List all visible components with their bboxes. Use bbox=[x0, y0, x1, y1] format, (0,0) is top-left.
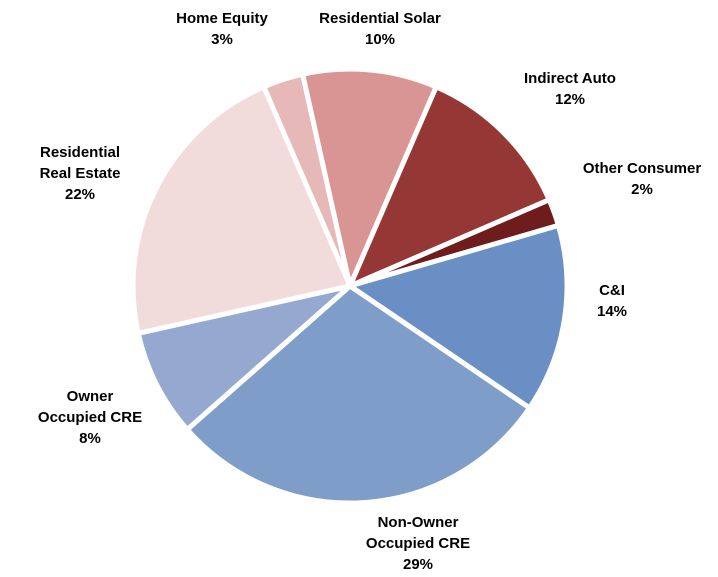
category-label: Home Equity bbox=[176, 10, 268, 27]
category-label: Indirect Auto bbox=[524, 70, 616, 87]
category-label: Non-Owner Occupied CRE bbox=[365, 514, 471, 552]
slice-label: Indirect Auto 12% bbox=[470, 68, 670, 110]
slice-label: Home Equity 3% bbox=[122, 8, 322, 50]
slice-label: Other Consumer 2% bbox=[542, 158, 718, 200]
value-label: 8% bbox=[79, 430, 101, 447]
slice-label: Owner Occupied CRE 8% bbox=[0, 386, 190, 449]
pie-slice bbox=[130, 84, 353, 336]
slice-label: Non-Owner Occupied CRE 29% bbox=[318, 512, 518, 575]
value-label: 2% bbox=[631, 181, 653, 198]
value-label: 3% bbox=[211, 31, 233, 48]
value-label: 14% bbox=[596, 303, 628, 320]
value-label: 10% bbox=[364, 31, 396, 48]
category-label: C&I bbox=[599, 282, 625, 299]
pie-slice bbox=[184, 283, 532, 506]
slice-label: C&I 14% bbox=[512, 280, 712, 322]
value-label: 29% bbox=[402, 556, 434, 573]
slice-label: Residential Real Estate 22% bbox=[0, 142, 180, 205]
category-label: Residential Solar bbox=[319, 10, 441, 27]
slice-label: Residential Solar 10% bbox=[280, 8, 480, 50]
pie-slice bbox=[347, 84, 552, 289]
value-label: 12% bbox=[554, 91, 586, 108]
pie-slice bbox=[347, 222, 570, 411]
category-label: Other Consumer bbox=[582, 160, 702, 177]
category-label: Owner Occupied CRE bbox=[37, 388, 143, 426]
category-label: Residential Real Estate bbox=[39, 144, 121, 182]
pie-slice bbox=[300, 66, 439, 289]
value-label: 22% bbox=[64, 186, 96, 203]
